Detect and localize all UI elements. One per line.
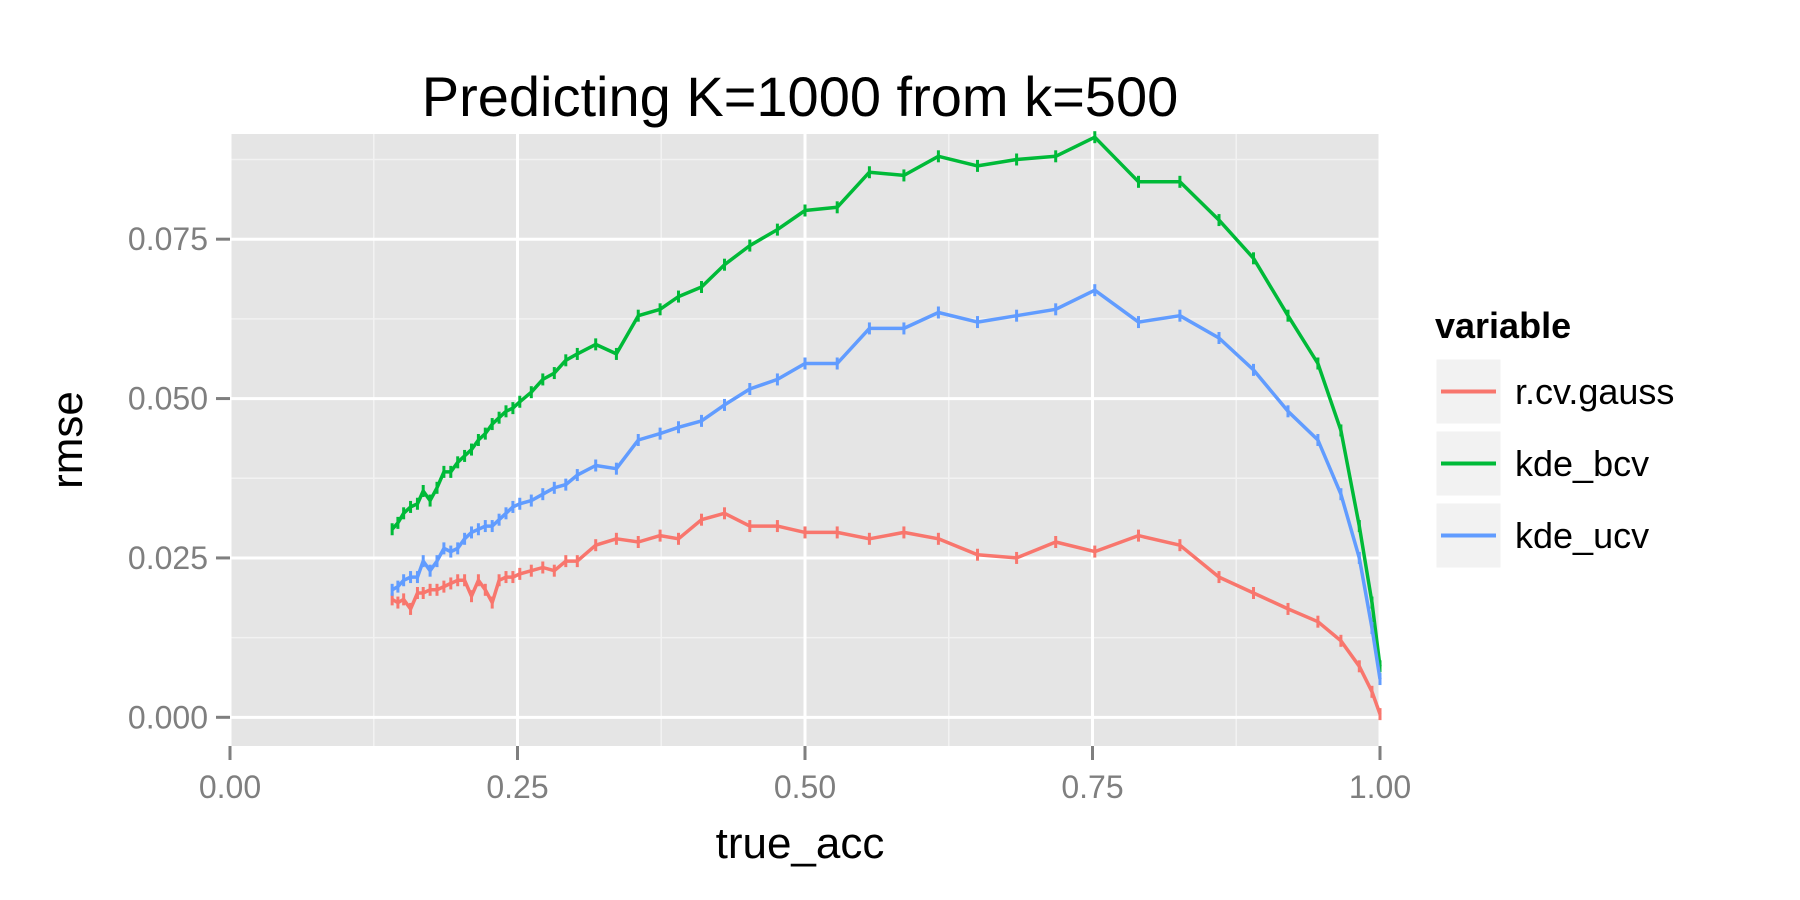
- chart-title: Predicting K=1000 from k=500: [422, 65, 1178, 128]
- major-gridlines: [228, 134, 1382, 746]
- legend-label-kde-ucv: kde_ucv: [1515, 515, 1649, 556]
- y-axis-title: rmse: [43, 391, 92, 489]
- x-axis-title: true_acc: [716, 819, 885, 868]
- y-tick-label: 0.050: [128, 381, 208, 417]
- x-tick-label: 0.75: [1061, 769, 1123, 805]
- x-tick-label: 0.50: [774, 769, 836, 805]
- legend: variable r.cv.gauss kde_bcv kde_ucv: [1433, 305, 1674, 571]
- x-tick-label: 0.25: [486, 769, 548, 805]
- x-tick-label: 0.00: [199, 769, 261, 805]
- legend-label-r-cv-gauss: r.cv.gauss: [1515, 371, 1674, 412]
- x-axis: 0.00 0.25 0.50 0.75 1.00: [199, 746, 1411, 805]
- series-layer: [390, 131, 1382, 721]
- legend-label-kde-bcv: kde_bcv: [1515, 443, 1649, 484]
- y-tick-label: 0.075: [128, 221, 208, 257]
- y-axis: 0.000 0.025 0.050 0.075: [128, 221, 230, 735]
- legend-items: r.cv.gauss kde_bcv kde_ucv: [1433, 356, 1674, 571]
- y-tick-label: 0.025: [128, 540, 208, 576]
- legend-title: variable: [1435, 305, 1571, 346]
- x-tick-label: 1.00: [1349, 769, 1411, 805]
- y-tick-label: 0.000: [128, 699, 208, 735]
